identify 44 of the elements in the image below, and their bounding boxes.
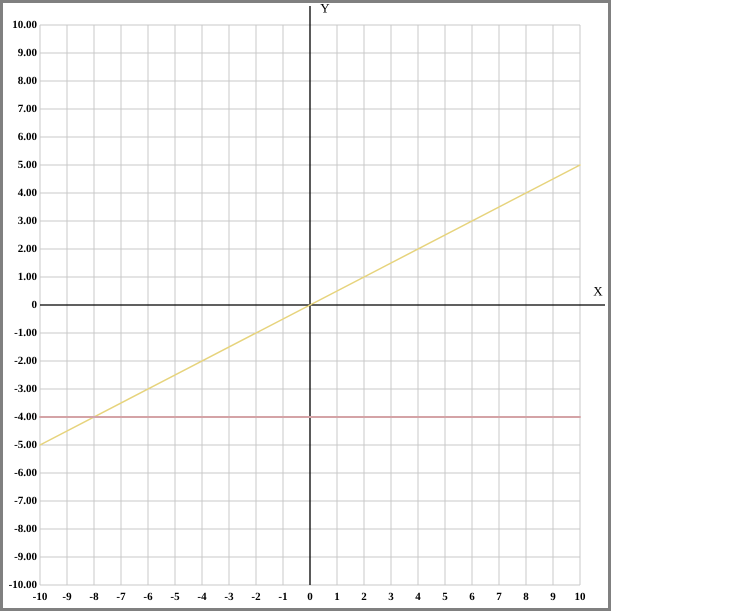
x-tick-label: -4 bbox=[197, 591, 208, 603]
x-tick-label: 10 bbox=[574, 591, 586, 603]
x-tick-label: 2 bbox=[361, 591, 368, 603]
y-axis-title: Y bbox=[320, 0, 330, 16]
x-tick-label: -1 bbox=[278, 591, 288, 603]
x-tick-label: 0 bbox=[307, 591, 314, 603]
x-tick-label: 7 bbox=[496, 591, 502, 603]
x-tick-label: 8 bbox=[523, 591, 530, 603]
y-tick-label: -5.00 bbox=[14, 439, 38, 451]
x-tick-label: 4 bbox=[415, 591, 422, 603]
x-tick-label: 5 bbox=[442, 591, 448, 603]
x-tick-label: -10 bbox=[32, 591, 48, 603]
y-tick-label: 0 bbox=[32, 299, 38, 311]
x-axis-title: X bbox=[593, 284, 604, 298]
y-tick-label: 3.00 bbox=[18, 215, 38, 227]
y-tick-label: 4.00 bbox=[18, 187, 38, 199]
y-tick-label: 9.00 bbox=[18, 47, 38, 59]
y-tick-label: -8.00 bbox=[14, 523, 38, 535]
y-tick-label: 10.00 bbox=[12, 19, 38, 31]
y-tick-label: -9.00 bbox=[14, 551, 38, 563]
y-tick-label: -4.00 bbox=[14, 411, 38, 423]
y-tick-label: 2.00 bbox=[18, 243, 38, 255]
x-tick-label: 6 bbox=[469, 591, 476, 603]
y-tick-label: 1.00 bbox=[18, 271, 38, 283]
x-tick-label: -6 bbox=[143, 591, 154, 603]
y-tick-label: -6.00 bbox=[14, 467, 38, 479]
y-tick-label: -10.00 bbox=[8, 579, 38, 591]
x-tick-label: -3 bbox=[224, 591, 234, 603]
y-tick-label: 5.00 bbox=[18, 159, 38, 171]
y-tick-label: -2.00 bbox=[14, 355, 38, 367]
y-tick-label: 7.00 bbox=[18, 103, 38, 115]
x-tick-label: -5 bbox=[170, 591, 180, 603]
x-tick-label: -8 bbox=[89, 591, 100, 603]
y-tick-label: 6.00 bbox=[18, 131, 38, 143]
y-tick-label: -1.00 bbox=[14, 327, 38, 339]
x-tick-label: 9 bbox=[550, 591, 556, 603]
x-tick-label: -9 bbox=[62, 591, 72, 603]
y-tick-label: -7.00 bbox=[14, 495, 38, 507]
y-tick-label: -3.00 bbox=[14, 383, 38, 395]
y-tick-label: 8.00 bbox=[18, 75, 38, 87]
x-tick-label: -2 bbox=[251, 591, 262, 603]
x-tick-label: 3 bbox=[388, 591, 394, 603]
x-tick-label: 1 bbox=[334, 591, 340, 603]
x-tick-label: -7 bbox=[116, 591, 126, 603]
